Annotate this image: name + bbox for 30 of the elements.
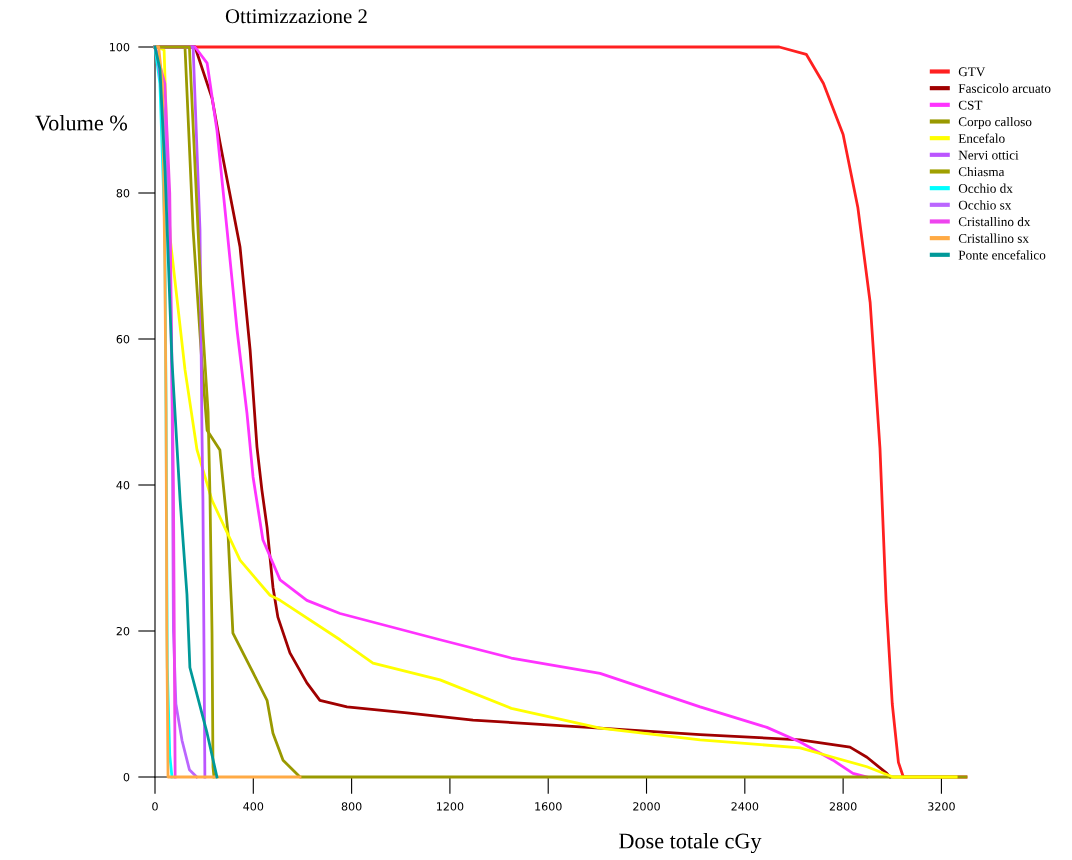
legend-label: Chiasma	[958, 166, 1005, 177]
y-axis-title: Volume %	[35, 114, 128, 131]
y-tick-label: 100	[110, 42, 130, 52]
x-tick-label: 400	[243, 802, 264, 811]
legend-label: GTV	[958, 67, 986, 77]
x-tick-label: 2800	[829, 802, 857, 811]
y-tick-label: 40	[116, 480, 130, 490]
x-tick-label: 2000	[633, 802, 660, 811]
y-tick-label: 0	[123, 772, 130, 782]
y-tick-label: 60	[116, 334, 130, 344]
legend-label: Encefalo	[958, 133, 1005, 143]
x-axis-title: Dose totale cGy	[619, 832, 762, 854]
legend-label: Occhio sx	[958, 200, 1012, 210]
x-tick-label: 1600	[535, 802, 562, 811]
x-tick-label: 1200	[436, 802, 464, 811]
x-tick-label: 800	[341, 802, 362, 811]
legend-label: Corpo calloso	[958, 116, 1032, 129]
x-tick-label: 0	[152, 802, 158, 811]
legend-label: Cristallino sx	[958, 233, 1029, 243]
legend-label: Fascicolo arcuato	[958, 83, 1051, 93]
legend-label: Nervi ottici	[958, 150, 1019, 160]
legend-label: Cristallino dx	[958, 216, 1031, 227]
legend-label: Occhio dx	[958, 183, 1013, 193]
y-tick-label: 20	[116, 626, 130, 636]
legend-label: CST	[958, 100, 983, 110]
chart-title: Ottimizzazione 2	[225, 9, 367, 24]
x-tick-label: 2400	[731, 802, 759, 811]
legend-label: Ponte encefalico	[958, 250, 1046, 260]
y-tick-label: 80	[116, 188, 130, 198]
x-tick-label: 3200	[928, 802, 955, 811]
